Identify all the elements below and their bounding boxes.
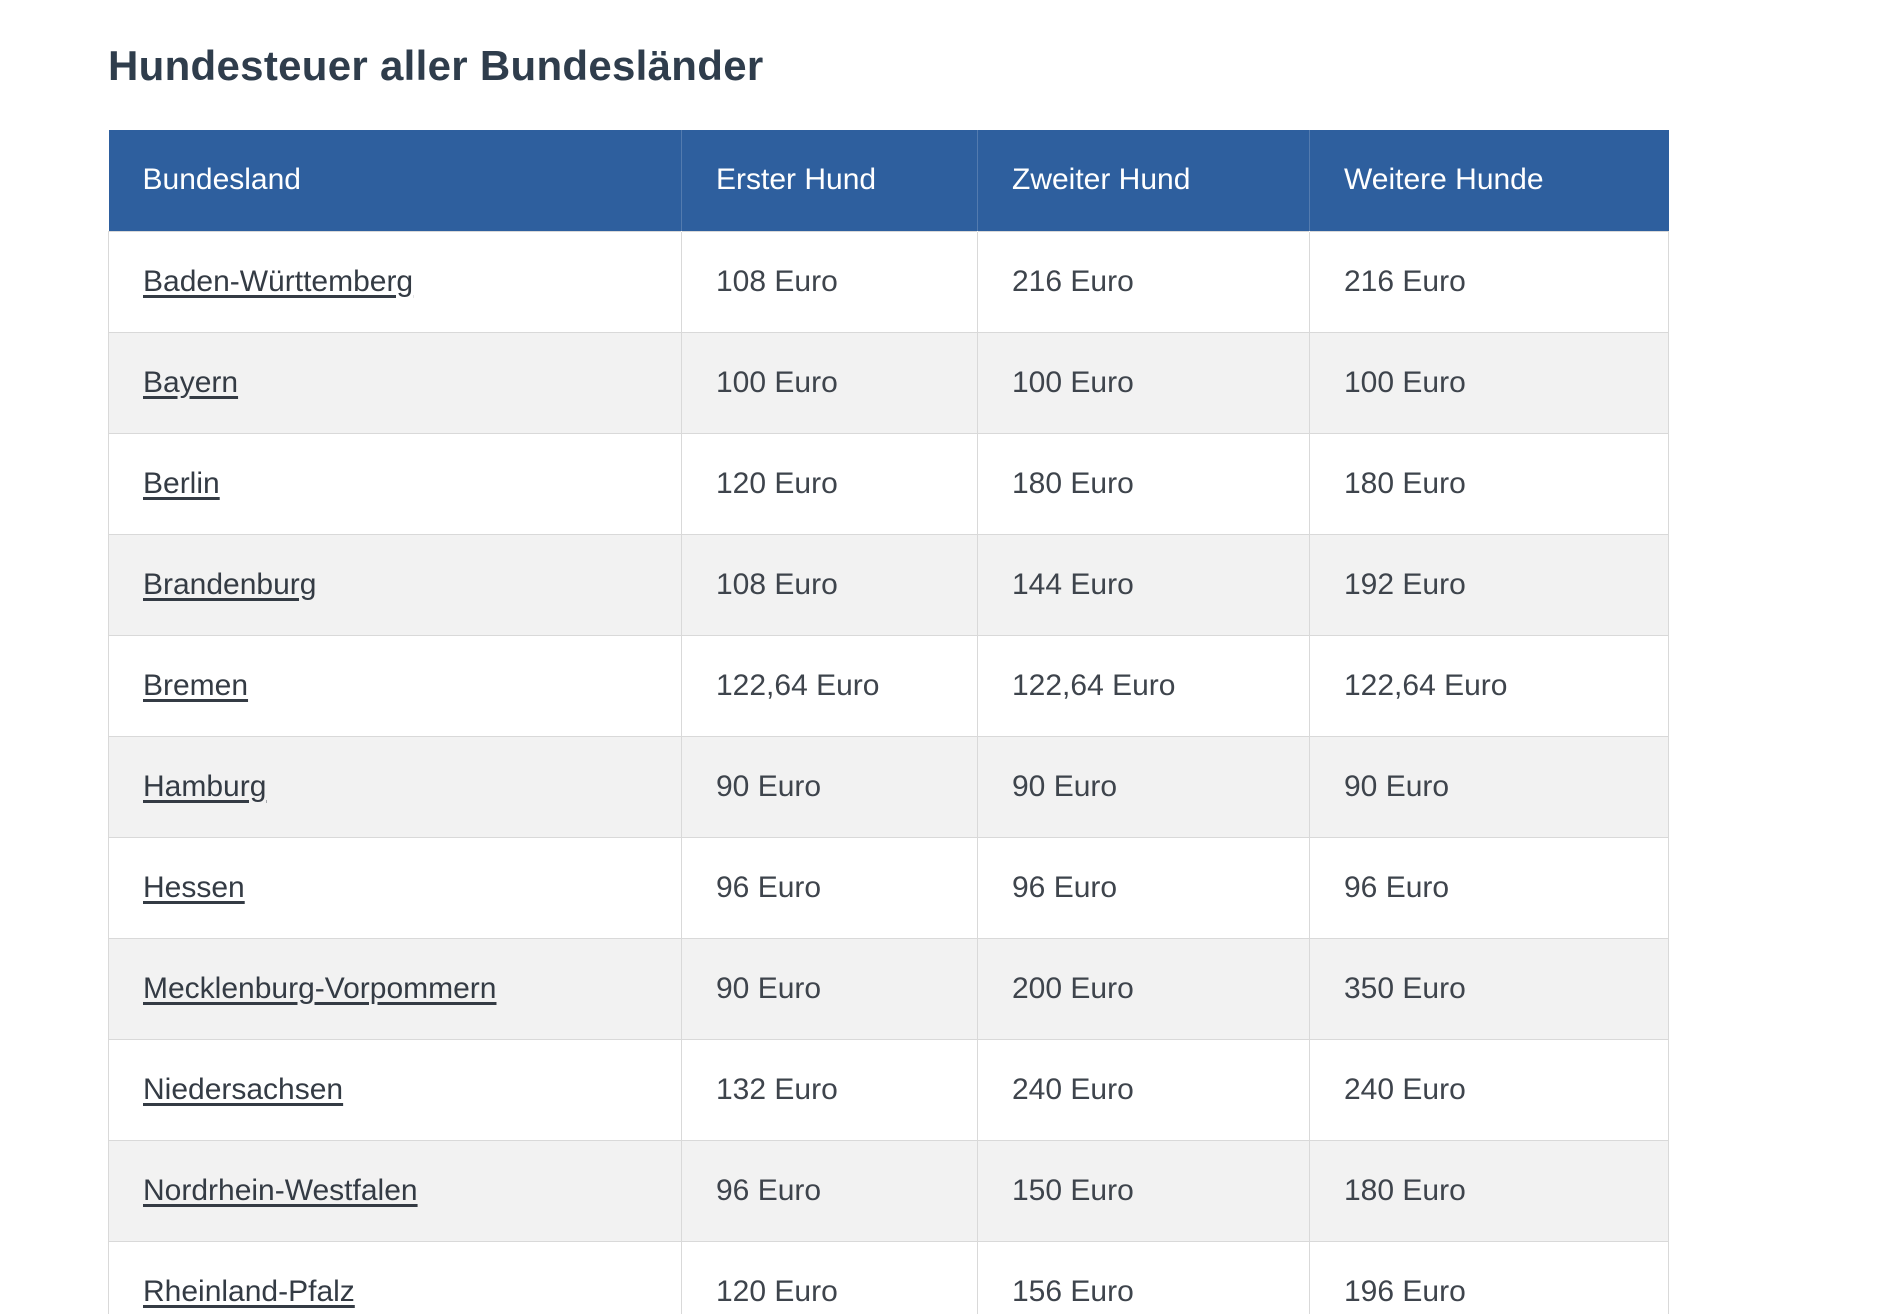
- bundesland-link[interactable]: Bremen: [143, 668, 249, 702]
- zweiter-hund-cell: 240 Euro: [977, 1038, 1310, 1141]
- table-row: Bremen 122,64 Euro 122,64 Euro 122,64 Eu…: [108, 634, 1669, 737]
- table-row: Hessen 96 Euro 96 Euro 96 Euro: [108, 836, 1669, 939]
- zweiter-hund-cell: 180 Euro: [977, 432, 1310, 535]
- weitere-hunde-cell: 180 Euro: [1309, 1139, 1669, 1242]
- weitere-hunde-cell: 240 Euro: [1309, 1038, 1669, 1141]
- weitere-hunde-cell: 192 Euro: [1309, 533, 1669, 636]
- table-row: Rheinland-Pfalz 120 Euro 156 Euro 196 Eu…: [108, 1240, 1669, 1314]
- column-header-bundesland: Bundesland: [108, 130, 682, 231]
- bundesland-link[interactable]: Nordrhein-Westfalen: [143, 1173, 418, 1207]
- bundesland-cell: Brandenburg: [108, 533, 682, 636]
- table-header: Bundesland Erster Hund Zweiter Hund Weit…: [108, 130, 1669, 231]
- weitere-hunde-cell: 122,64 Euro: [1309, 634, 1669, 737]
- table-row: Baden-Württemberg 108 Euro 216 Euro 216 …: [108, 230, 1669, 333]
- bundesland-cell: Mecklenburg-Vorpommern: [108, 937, 682, 1040]
- erster-hund-cell: 120 Euro: [681, 1240, 978, 1314]
- table-row: Hamburg 90 Euro 90 Euro 90 Euro: [108, 735, 1669, 838]
- zweiter-hund-cell: 156 Euro: [977, 1240, 1310, 1314]
- erster-hund-cell: 90 Euro: [681, 735, 978, 838]
- table-row: Mecklenburg-Vorpommern 90 Euro 200 Euro …: [108, 937, 1669, 1040]
- weitere-hunde-cell: 216 Euro: [1309, 230, 1669, 333]
- bundesland-cell: Baden-Württemberg: [108, 230, 682, 333]
- table-header-row: Bundesland Erster Hund Zweiter Hund Weit…: [108, 130, 1669, 231]
- page-title: Hundesteuer aller Bundesländer: [108, 42, 764, 89]
- weitere-hunde-cell: 96 Euro: [1309, 836, 1669, 939]
- zweiter-hund-cell: 96 Euro: [977, 836, 1310, 939]
- weitere-hunde-cell: 100 Euro: [1309, 331, 1669, 434]
- zweiter-hund-cell: 200 Euro: [977, 937, 1310, 1040]
- bundesland-cell: Bayern: [108, 331, 682, 434]
- zweiter-hund-cell: 144 Euro: [977, 533, 1310, 636]
- erster-hund-cell: 96 Euro: [681, 836, 978, 939]
- bundesland-cell: Berlin: [108, 432, 682, 535]
- table-row: Niedersachsen 132 Euro 240 Euro 240 Euro: [108, 1038, 1669, 1141]
- table-row: Berlin 120 Euro 180 Euro 180 Euro: [108, 432, 1669, 535]
- bundesland-link[interactable]: Bayern: [143, 365, 239, 399]
- table-row: Bayern 100 Euro 100 Euro 100 Euro: [108, 331, 1669, 434]
- table-row: Nordrhein-Westfalen 96 Euro 150 Euro 180…: [108, 1139, 1669, 1242]
- erster-hund-cell: 100 Euro: [681, 331, 978, 434]
- weitere-hunde-cell: 90 Euro: [1309, 735, 1669, 838]
- bundesland-link[interactable]: Mecklenburg-Vorpommern: [143, 971, 497, 1005]
- bundesland-link[interactable]: Rheinland-Pfalz: [143, 1274, 355, 1308]
- bundesland-cell: Rheinland-Pfalz: [108, 1240, 682, 1314]
- bundesland-link[interactable]: Niedersachsen: [143, 1072, 344, 1106]
- bundesland-link[interactable]: Berlin: [143, 466, 220, 500]
- bundesland-cell: Hessen: [108, 836, 682, 939]
- bundesland-link[interactable]: Hamburg: [143, 769, 267, 803]
- erster-hund-cell: 96 Euro: [681, 1139, 978, 1242]
- column-header-zweiter-hund: Zweiter Hund: [977, 130, 1310, 231]
- zweiter-hund-cell: 90 Euro: [977, 735, 1310, 838]
- bundesland-cell: Hamburg: [108, 735, 682, 838]
- weitere-hunde-cell: 350 Euro: [1309, 937, 1669, 1040]
- table-row: Brandenburg 108 Euro 144 Euro 192 Euro: [108, 533, 1669, 636]
- erster-hund-cell: 90 Euro: [681, 937, 978, 1040]
- dog-tax-table: Bundesland Erster Hund Zweiter Hund Weit…: [108, 130, 1669, 1314]
- erster-hund-cell: 108 Euro: [681, 533, 978, 636]
- zweiter-hund-cell: 100 Euro: [977, 331, 1310, 434]
- erster-hund-cell: 120 Euro: [681, 432, 978, 535]
- column-header-erster-hund: Erster Hund: [681, 130, 978, 231]
- zweiter-hund-cell: 122,64 Euro: [977, 634, 1310, 737]
- bundesland-cell: Bremen: [108, 634, 682, 737]
- table-body: Baden-Württemberg 108 Euro 216 Euro 216 …: [108, 230, 1669, 1314]
- bundesland-link[interactable]: Baden-Württemberg: [143, 264, 414, 298]
- weitere-hunde-cell: 180 Euro: [1309, 432, 1669, 535]
- bundesland-cell: Niedersachsen: [108, 1038, 682, 1141]
- erster-hund-cell: 132 Euro: [681, 1038, 978, 1141]
- erster-hund-cell: 108 Euro: [681, 230, 978, 333]
- erster-hund-cell: 122,64 Euro: [681, 634, 978, 737]
- zweiter-hund-cell: 150 Euro: [977, 1139, 1310, 1242]
- zweiter-hund-cell: 216 Euro: [977, 230, 1310, 333]
- weitere-hunde-cell: 196 Euro: [1309, 1240, 1669, 1314]
- column-header-weitere-hunde: Weitere Hunde: [1309, 130, 1669, 231]
- bundesland-link[interactable]: Brandenburg: [143, 567, 317, 601]
- bundesland-cell: Nordrhein-Westfalen: [108, 1139, 682, 1242]
- bundesland-link[interactable]: Hessen: [143, 870, 245, 904]
